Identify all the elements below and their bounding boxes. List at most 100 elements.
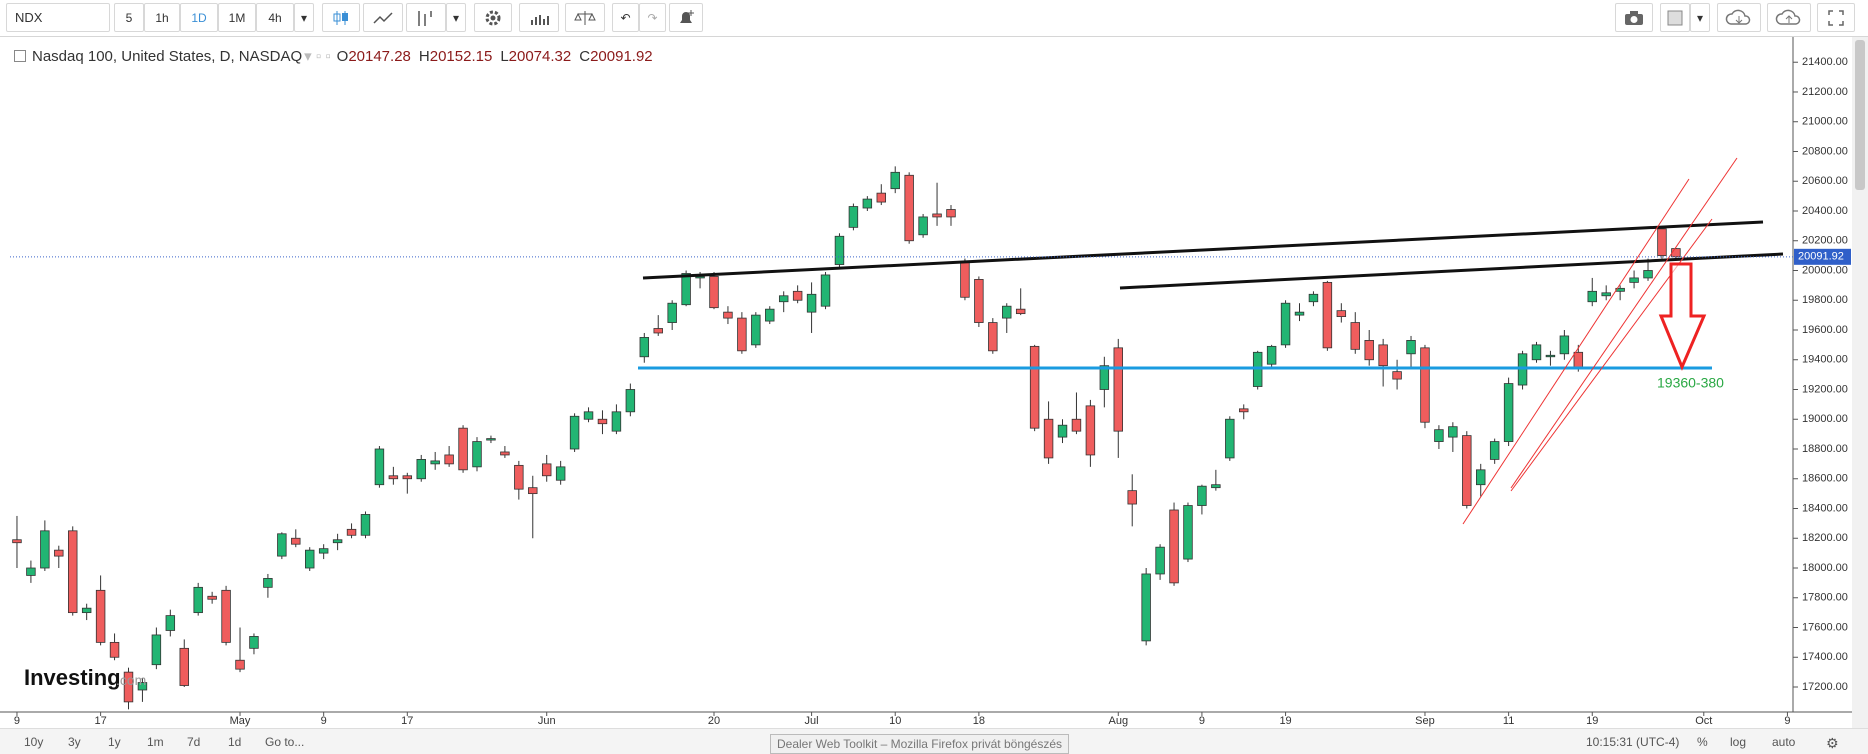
cloud-down-icon bbox=[1725, 9, 1751, 25]
candle-body bbox=[1155, 546, 1165, 575]
candle-body bbox=[1350, 322, 1360, 350]
alert-button[interactable] bbox=[669, 3, 703, 32]
candle-body bbox=[1378, 344, 1388, 367]
compare-dropdown[interactable]: ▾ bbox=[446, 3, 466, 32]
candle-body bbox=[1476, 469, 1486, 486]
compare-scale-button[interactable] bbox=[565, 3, 605, 32]
candle-body bbox=[681, 273, 691, 306]
indicator-button[interactable] bbox=[363, 3, 403, 32]
x-tick-label: 9 bbox=[1784, 715, 1790, 727]
settings-button[interactable] bbox=[474, 3, 512, 32]
y-tick-label: 19400.00 bbox=[1802, 354, 1848, 366]
candle-body bbox=[193, 586, 203, 614]
x-tick-label: Jun bbox=[538, 715, 556, 727]
candle-body bbox=[569, 415, 580, 450]
fullscreen-button[interactable] bbox=[1817, 3, 1855, 32]
candle-body bbox=[123, 671, 134, 703]
scrollbar-thumb[interactable] bbox=[1855, 40, 1865, 190]
candle-body bbox=[1503, 383, 1514, 442]
goto-button[interactable]: Go to... bbox=[265, 735, 305, 749]
interval-button[interactable]: 1D bbox=[180, 3, 218, 32]
target-annotation: 19360-380 bbox=[1657, 375, 1724, 391]
candle-body bbox=[862, 198, 873, 209]
trend-line[interactable] bbox=[642, 220, 1764, 280]
y-tick-label: 17600.00 bbox=[1802, 621, 1848, 633]
interval-button[interactable]: 5 bbox=[114, 3, 144, 32]
candle-body bbox=[305, 549, 315, 569]
down-arrow[interactable] bbox=[1658, 262, 1707, 371]
settings-gear[interactable]: ⚙ bbox=[1826, 735, 1839, 751]
candle-body bbox=[1266, 345, 1277, 365]
candle-body bbox=[1671, 248, 1681, 258]
chart-type-button[interactable] bbox=[322, 3, 360, 32]
candle-body bbox=[946, 209, 956, 218]
ohlc-label: H bbox=[418, 47, 430, 65]
candle-body bbox=[1322, 281, 1333, 349]
candle-body bbox=[68, 530, 78, 614]
log-toggle[interactable]: log bbox=[1730, 735, 1747, 749]
layout-button[interactable] bbox=[1660, 3, 1690, 32]
percent-toggle[interactable]: % bbox=[1697, 735, 1708, 749]
save-button[interactable] bbox=[1767, 3, 1811, 32]
undo-button[interactable]: ↶ bbox=[612, 3, 639, 32]
candle-body bbox=[1029, 345, 1040, 429]
candle-body bbox=[95, 589, 106, 643]
compare-button[interactable] bbox=[406, 3, 446, 32]
candle-body bbox=[249, 636, 259, 649]
candle-body bbox=[1531, 344, 1542, 361]
candle-body bbox=[1071, 418, 1082, 432]
x-tick-label: May bbox=[230, 715, 251, 727]
indicators-button[interactable] bbox=[519, 3, 559, 32]
snapshot-button[interactable] bbox=[1615, 3, 1653, 32]
candle-body bbox=[388, 475, 399, 480]
range-button[interactable]: 1y bbox=[108, 735, 121, 749]
candle-body bbox=[430, 460, 440, 465]
chart-background bbox=[0, 37, 1868, 728]
candle-body bbox=[263, 578, 273, 588]
range-button[interactable]: 1m bbox=[147, 735, 164, 749]
auto-toggle[interactable]: auto bbox=[1772, 735, 1796, 749]
candle-body bbox=[709, 276, 719, 309]
x-tick-label: 9 bbox=[321, 715, 327, 727]
candle-body bbox=[1392, 371, 1402, 380]
x-tick-label: 9 bbox=[14, 715, 20, 727]
legend-dropdown[interactable]: ▾ ▫ ▫ bbox=[304, 48, 331, 65]
layout-dropdown[interactable]: ▾ bbox=[1690, 3, 1710, 32]
range-button[interactable]: 7d bbox=[187, 735, 201, 749]
ohlc-value: 20091.92 bbox=[590, 47, 653, 65]
load-button[interactable] bbox=[1717, 3, 1761, 32]
range-button[interactable]: 10y bbox=[24, 735, 44, 749]
trend-line[interactable] bbox=[1119, 252, 1784, 290]
gear-icon bbox=[485, 10, 501, 25]
candle-body bbox=[1280, 302, 1291, 346]
candle-body bbox=[555, 466, 566, 481]
redo-button[interactable]: ↷ bbox=[639, 3, 666, 32]
ohlc-value: 20152.15 bbox=[429, 47, 493, 65]
range-button[interactable]: 3y bbox=[68, 735, 81, 749]
collapse-toggle[interactable] bbox=[14, 50, 26, 62]
interval-button[interactable]: 1M bbox=[218, 3, 256, 32]
candle-body bbox=[1113, 347, 1123, 432]
interval-dropdown[interactable]: ▾ bbox=[294, 3, 314, 32]
square-icon bbox=[1667, 10, 1683, 25]
x-tick-label: 17 bbox=[401, 715, 413, 727]
candle-body bbox=[1559, 335, 1570, 355]
interval-button[interactable]: 1h bbox=[144, 3, 180, 32]
candle-body bbox=[137, 682, 148, 691]
y-tick-label: 20600.00 bbox=[1802, 175, 1848, 187]
trend-channel-line[interactable] bbox=[1510, 157, 1738, 489]
cloud-up-icon bbox=[1775, 9, 1801, 25]
candle-body bbox=[332, 539, 343, 544]
interval-button[interactable]: 4h bbox=[256, 3, 294, 32]
y-tick-label: 18400.00 bbox=[1802, 502, 1848, 514]
candle-body bbox=[1462, 435, 1472, 506]
trend-channel-line[interactable] bbox=[1462, 178, 1690, 525]
ohlc-label: O bbox=[336, 47, 349, 65]
candle-body bbox=[597, 418, 608, 425]
symbol-input[interactable]: NDX bbox=[6, 3, 110, 32]
candle-body bbox=[932, 213, 942, 218]
range-button[interactable]: 1d bbox=[228, 735, 242, 749]
ohlc-value: 20147.28 bbox=[348, 47, 411, 65]
candle-body bbox=[1448, 426, 1458, 438]
